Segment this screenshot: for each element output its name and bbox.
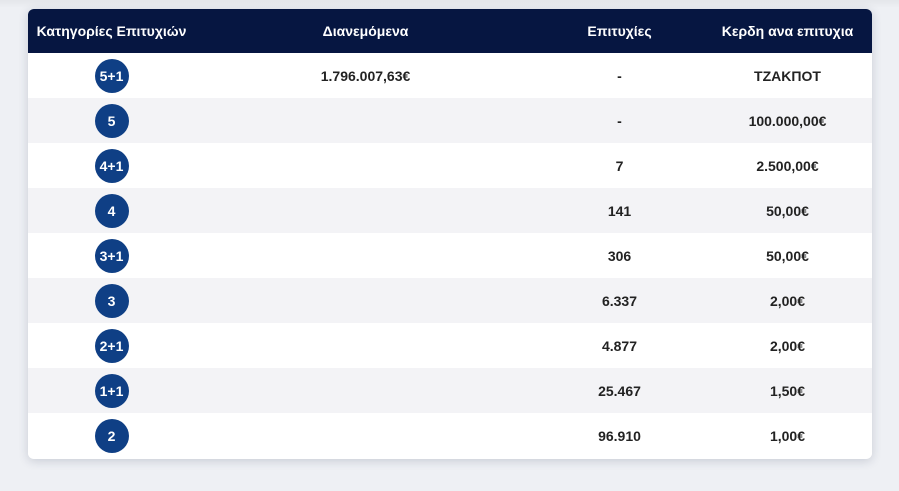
prize-cell: 50,00€ <box>766 247 809 264</box>
table-header: Κατηγορίες Επιτυχιών Διανεμόμενα Επιτυχί… <box>28 9 872 53</box>
prize-cell: 1,00€ <box>769 427 806 444</box>
table-row: 5+1 1.796.007,63€ - ΤΖΑΚΠΟΤ <box>28 53 872 98</box>
header-prize-per-winner: Κερδη ανα επιτυχια <box>721 23 854 39</box>
table-row: 2+1 4.877 2,00€ <box>28 323 872 368</box>
category-ball: 3 <box>94 283 129 318</box>
winners-cell: 6.337 <box>601 292 638 309</box>
results-table: Κατηγορίες Επιτυχιών Διανεμόμενα Επιτυχί… <box>28 9 872 459</box>
header-distributed: Διανεμόμενα <box>322 23 409 39</box>
table-row: 3 6.337 2,00€ <box>28 278 872 323</box>
category-cell: 1+1 <box>28 373 195 408</box>
table-row: 3+1 306 50,00€ <box>28 233 872 278</box>
table-row: 4 141 50,00€ <box>28 188 872 233</box>
prize-cell: 50,00€ <box>766 202 809 219</box>
category-ball: 3+1 <box>94 238 129 273</box>
header-categories: Κατηγορίες Επιτυχιών <box>36 23 187 39</box>
category-cell: 4+1 <box>28 148 195 183</box>
category-ball: 2 <box>94 418 129 453</box>
winners-cell: 141 <box>607 202 632 219</box>
category-cell: 5+1 <box>28 58 195 93</box>
category-cell: 3+1 <box>28 238 195 273</box>
category-ball: 5 <box>94 103 129 138</box>
winners-cell: 96.910 <box>598 427 641 444</box>
category-ball: 4 <box>94 193 129 228</box>
category-cell: 4 <box>28 193 195 228</box>
winners-cell: - <box>617 112 622 129</box>
category-ball: 2+1 <box>94 328 129 363</box>
category-cell: 2 <box>28 418 195 453</box>
prize-cell: ΤΖΑΚΠΟΤ <box>754 67 821 84</box>
category-cell: 2+1 <box>28 328 195 363</box>
category-ball: 1+1 <box>94 373 129 408</box>
prize-cell: 2,00€ <box>769 337 806 354</box>
prize-cell: 1,50€ <box>769 382 806 399</box>
category-cell: 5 <box>28 103 195 138</box>
winners-cell: 25.467 <box>598 382 641 399</box>
category-cell: 3 <box>28 283 195 318</box>
winners-cell: 7 <box>615 157 624 174</box>
table-row: 1+1 25.467 1,50€ <box>28 368 872 413</box>
prize-cell: 2.500,00€ <box>756 157 819 174</box>
winners-cell: - <box>617 67 622 84</box>
winners-cell: 306 <box>607 247 632 264</box>
header-winners: Επιτυχίες <box>587 23 652 39</box>
distributed-cell: 1.796.007,63€ <box>320 67 411 84</box>
prize-cell: 2,00€ <box>769 292 806 309</box>
page-top-strip <box>0 0 899 8</box>
table-row: 2 96.910 1,00€ <box>28 413 872 458</box>
category-ball: 5+1 <box>94 58 129 93</box>
table-row: 4+1 7 2.500,00€ <box>28 143 872 188</box>
category-ball: 4+1 <box>94 148 129 183</box>
table-row: 5 - 100.000,00€ <box>28 98 872 143</box>
prize-cell: 100.000,00€ <box>748 112 827 129</box>
table-body: 5+1 1.796.007,63€ - ΤΖΑΚΠΟΤ 5 - 100.000,… <box>28 53 872 458</box>
winners-cell: 4.877 <box>601 337 638 354</box>
